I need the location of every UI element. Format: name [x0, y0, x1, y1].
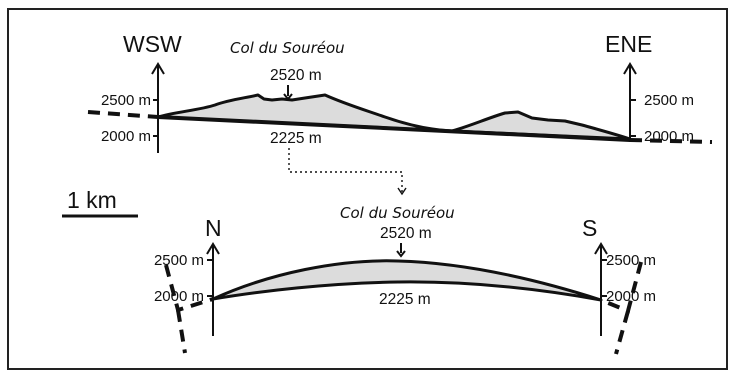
top-summit-name: Col du Souréou	[230, 39, 345, 57]
top-base-dashed-east	[629, 138, 713, 144]
top-base-line	[157, 115, 631, 142]
bottom-summit-arrow-icon	[396, 250, 406, 258]
top-summit-arrow-icon	[283, 93, 293, 101]
top-direction-west: WSW	[123, 31, 182, 57]
bottom-right-label-2000: 2000 m	[606, 288, 656, 305]
connector-dotted-line	[288, 148, 403, 192]
scale-bar-label: 1 km	[67, 187, 117, 213]
bottom-direction-north: N	[205, 215, 222, 241]
scale-bar: 1 km	[62, 187, 138, 218]
connector-arrow-icon	[397, 187, 407, 196]
top-right-label-2000: 2000 m	[644, 128, 694, 145]
bottom-direction-south: S	[582, 215, 597, 241]
bottom-profile: 2500 m 2000 m 2500 m 2000 m N S Col du S…	[154, 204, 656, 355]
top-profile: 2500 m 2000 m 2500 m 2000 m WSW ENE Col …	[87, 31, 713, 153]
top-base-elevation: 2225 m	[270, 130, 322, 147]
bottom-fault-south-lower	[614, 310, 630, 355]
bottom-fault-north-lower	[176, 309, 187, 354]
top-direction-east: ENE	[605, 31, 652, 57]
top-left-label-2000: 2000 m	[101, 128, 151, 145]
top-right-axis-arrow-icon	[623, 62, 637, 75]
bottom-left-label-2000: 2000 m	[154, 288, 204, 305]
bottom-left-label-2500: 2500 m	[154, 252, 204, 269]
figure-frame	[7, 8, 728, 370]
top-summit-elevation: 2520 m	[270, 67, 322, 84]
top-relief-west	[156, 93, 454, 133]
bottom-summit-elevation: 2520 m	[380, 225, 432, 242]
bottom-summit-name: Col du Souréou	[340, 204, 455, 222]
top-left-axis-arrow-icon	[151, 62, 165, 75]
bottom-right-axis-arrow-icon	[594, 242, 608, 255]
top-right-label-2500: 2500 m	[644, 92, 694, 109]
bottom-right-label-2500: 2500 m	[606, 252, 656, 269]
bottom-base-elevation: 2225 m	[379, 291, 431, 308]
top-left-label-2500: 2500 m	[101, 92, 151, 109]
top-base-dashed-west	[87, 110, 159, 119]
bottom-left-axis-arrow-icon	[206, 242, 220, 255]
